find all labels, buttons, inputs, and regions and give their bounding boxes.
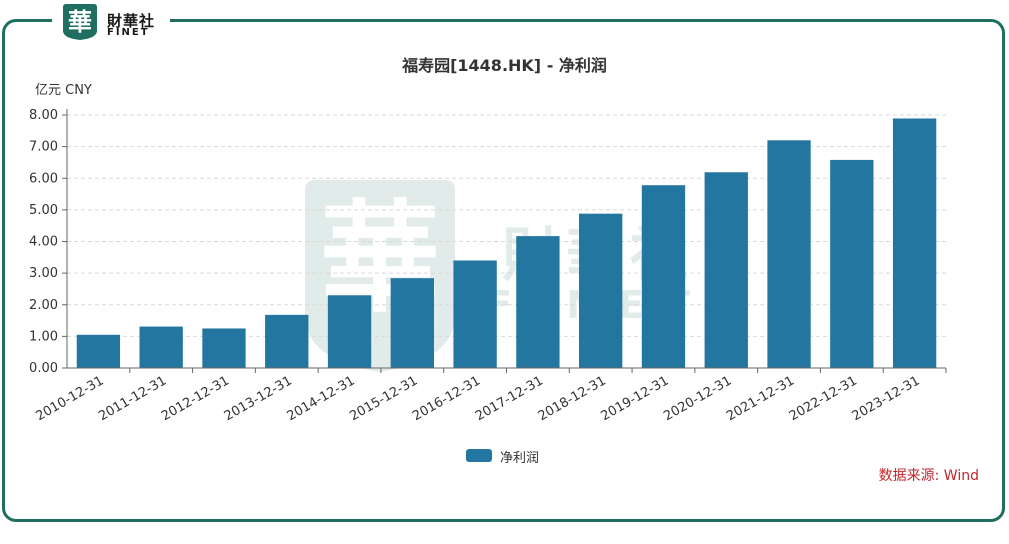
x-tick-label: 2020-12-31 [661, 373, 734, 424]
bar[interactable] [76, 334, 121, 368]
y-tick-label: 2.00 [29, 298, 58, 313]
bar[interactable] [830, 159, 874, 368]
bar[interactable] [516, 236, 560, 368]
bar-series [76, 118, 937, 368]
brand-seal-char: 華 [68, 7, 92, 36]
brand-name-en: FINET [107, 27, 150, 38]
bar[interactable] [390, 278, 434, 368]
chart-title: 福寿园[1448.HK] - 净利润 [402, 56, 607, 75]
bar[interactable] [704, 172, 748, 368]
x-tick-label: 2021-12-31 [724, 373, 797, 424]
x-tick-label: 2011-12-31 [96, 373, 169, 424]
y-tick-label: 1.00 [29, 329, 58, 344]
legend-swatch [466, 449, 492, 462]
x-tick-label: 2022-12-31 [787, 373, 860, 424]
bar[interactable] [641, 185, 686, 368]
x-tick-label: 2017-12-31 [473, 373, 546, 424]
bar[interactable] [265, 314, 309, 368]
y-axis-unit-label: 亿元 CNY [35, 83, 92, 98]
x-tick-label: 2012-12-31 [159, 373, 232, 424]
y-tick-label: 5.00 [29, 203, 58, 218]
y-tick-label: 3.00 [29, 266, 58, 281]
x-tick-label: 2016-12-31 [410, 373, 483, 424]
bar[interactable] [579, 213, 623, 368]
x-tick-label: 2019-12-31 [599, 373, 672, 424]
x-tick-label: 2013-12-31 [222, 373, 295, 424]
bar[interactable] [327, 295, 372, 368]
x-tick-label: 2015-12-31 [347, 373, 420, 424]
brand-seal-icon: 華 [63, 4, 97, 40]
x-tick-label: 2010-12-31 [33, 373, 106, 424]
y-tick-label: 0.00 [29, 361, 58, 376]
y-tick-label: 6.00 [29, 171, 58, 186]
source-note: 数据来源: Wind [878, 468, 979, 484]
y-tick-label: 7.00 [29, 140, 58, 155]
y-tick-label: 4.00 [29, 235, 58, 250]
bar[interactable] [139, 326, 183, 368]
x-tick-label: 2018-12-31 [536, 373, 609, 424]
bar[interactable] [453, 260, 497, 368]
chart-frame [2, 19, 1005, 522]
brand-logo: 華 財華社 FINET [52, 0, 170, 44]
x-tick-label: 2023-12-31 [850, 373, 923, 424]
y-tick-label: 8.00 [29, 108, 58, 123]
bar[interactable] [892, 118, 937, 368]
legend-label: 净利润 [500, 451, 540, 466]
brand-name-cn: 財華社 [107, 12, 156, 30]
x-tick-label: 2014-12-31 [285, 373, 358, 424]
bar[interactable] [767, 140, 811, 368]
bar[interactable] [202, 328, 246, 368]
